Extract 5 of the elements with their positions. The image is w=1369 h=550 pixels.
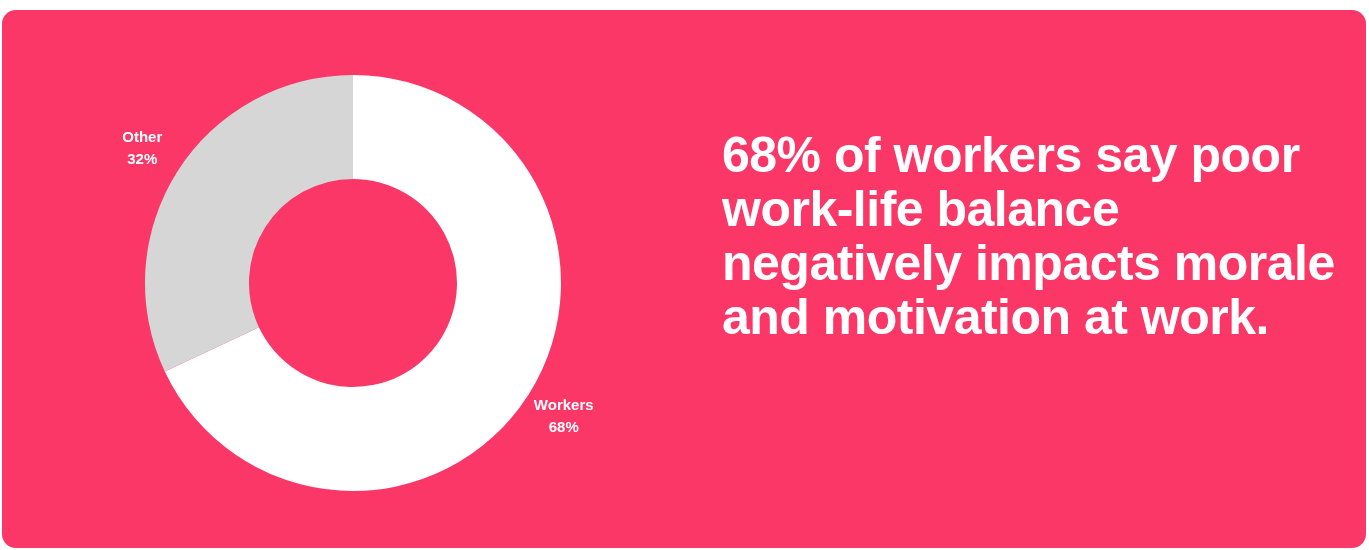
data-label: 68%	[548, 417, 579, 435]
text: 68% of workers say poor work-life balance negatively impacts morale and motivation at work.	[722, 127, 1336, 345]
data-label: 32%	[127, 150, 158, 168]
slice-label: Workers	[533, 395, 594, 413]
slice-label: Other	[122, 128, 163, 146]
